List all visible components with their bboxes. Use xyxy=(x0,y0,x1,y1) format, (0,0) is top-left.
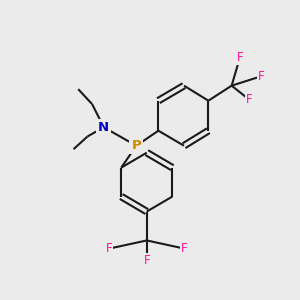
Text: F: F xyxy=(143,254,150,267)
Text: F: F xyxy=(257,70,264,83)
Text: F: F xyxy=(246,93,252,106)
Text: F: F xyxy=(181,242,187,255)
Text: P: P xyxy=(131,139,141,152)
Text: F: F xyxy=(106,242,113,255)
Text: N: N xyxy=(98,121,109,134)
Text: F: F xyxy=(236,51,243,64)
